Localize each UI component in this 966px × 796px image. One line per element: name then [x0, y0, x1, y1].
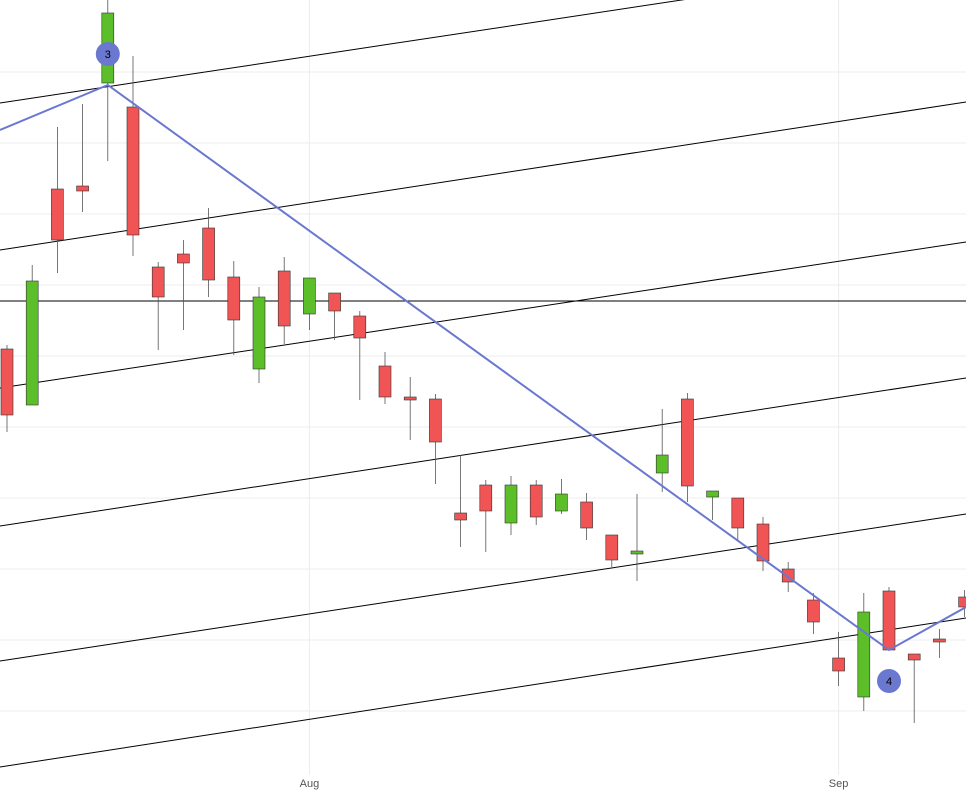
trend-line [0, 617, 966, 768]
candle-body [202, 227, 215, 281]
candle-body [328, 292, 341, 312]
candle-body [756, 523, 770, 562]
candle-body [907, 653, 921, 661]
candle-body [681, 398, 694, 487]
candle-body [580, 501, 593, 529]
x-tick-label: Aug [300, 778, 320, 790]
candle-body [706, 490, 719, 498]
trend-line [0, 0, 685, 104]
candle-body [933, 638, 946, 643]
candle-body [227, 276, 241, 321]
candle-body [378, 365, 392, 398]
candle-body [0, 348, 14, 416]
candle-body [731, 497, 745, 529]
candle-body [353, 315, 367, 339]
candle-body [630, 550, 644, 555]
candle-body [76, 185, 89, 192]
candle-body [655, 454, 669, 474]
candle-body [958, 596, 966, 608]
candle-body [479, 484, 493, 512]
marker-label: 4 [886, 676, 892, 688]
marker [95, 42, 120, 66]
candle-body [555, 493, 568, 512]
marker-label: 3 [105, 49, 111, 61]
candle-body [605, 534, 619, 561]
candle-body [403, 396, 417, 401]
trend-line [0, 101, 966, 251]
candle-body [303, 277, 316, 315]
trend-line [0, 241, 966, 389]
candle-body [126, 106, 140, 236]
candle-body [277, 270, 291, 327]
zigzag-line [0, 83, 966, 652]
candle-body [882, 590, 896, 651]
candle-body [252, 296, 266, 370]
candle-body [51, 188, 64, 241]
trend-line [0, 377, 966, 527]
marker [877, 669, 901, 693]
candle-body [429, 398, 442, 443]
trend-line [0, 513, 966, 662]
candle-body [454, 512, 467, 521]
candle-body [504, 484, 518, 524]
x-tick-label: Sep [829, 778, 849, 790]
candle-body [857, 611, 871, 698]
candle-body [832, 657, 845, 672]
candle-body [25, 280, 39, 406]
candle-body [529, 484, 543, 518]
candle-body [177, 253, 190, 264]
candle-body [807, 599, 820, 623]
candle-body [151, 266, 165, 298]
